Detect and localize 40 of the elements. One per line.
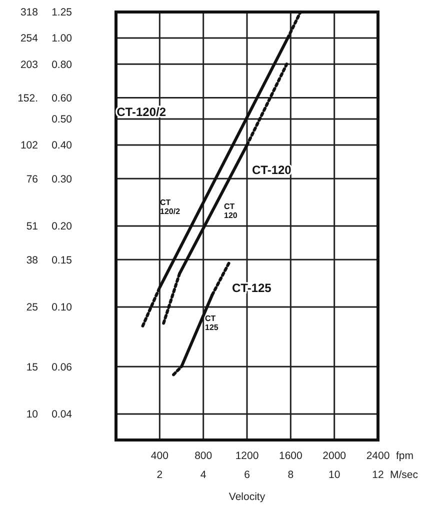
y-tick-label: 0.04: [52, 408, 72, 421]
annotation: CT 120: [224, 202, 238, 220]
y-tick-label: 0.50: [52, 114, 72, 126]
text: 254: [20, 32, 38, 45]
y-tick-label: 1.00: [52, 32, 72, 45]
x2-tick-label: 12: [372, 469, 384, 481]
x-axis-title: Velocity: [228, 491, 266, 503]
y-tick-label: 0.30: [52, 173, 72, 186]
x2-axis-title: M/sec: [390, 469, 418, 481]
y-tick-label: 0.40: [52, 140, 72, 152]
text: 102: [20, 140, 38, 152]
x2-tick-label: 4: [200, 469, 206, 481]
y-tick-label: 0.06: [52, 361, 72, 374]
x-tick-label: 2400: [366, 450, 390, 462]
text: 25: [26, 302, 38, 314]
y-tick-label: 0.80: [52, 58, 72, 71]
y-tick-label: 1.25: [52, 6, 72, 19]
y-tick-label: 0.20: [52, 220, 72, 233]
x2-tick-label: 10: [328, 469, 340, 481]
x2-tick-label: 6: [244, 469, 250, 481]
text: 51: [26, 220, 38, 233]
x-tick-label: 2000: [322, 450, 346, 462]
annotation: CT 125: [205, 314, 219, 332]
x2-tick-label: 8: [288, 469, 294, 481]
text: 38: [26, 254, 38, 266]
y-tick-label: 0.10: [52, 302, 72, 314]
x-tick-label: 1200: [235, 450, 259, 462]
text: 203: [20, 58, 38, 71]
y-tick-label: 0.15: [52, 254, 72, 266]
x-tick-label: 1600: [278, 450, 303, 462]
text: fpm: [396, 450, 414, 462]
text: 152.: [18, 92, 38, 104]
x-tick-label: 800: [194, 450, 212, 462]
text: 318: [20, 6, 38, 19]
text: 10: [26, 408, 38, 421]
text: 15: [26, 361, 38, 374]
x-tick-label: 400: [150, 450, 169, 462]
y-tick-label: 0.60: [52, 92, 72, 104]
x2-tick-label: 2: [156, 469, 163, 481]
text: 76: [26, 173, 38, 186]
